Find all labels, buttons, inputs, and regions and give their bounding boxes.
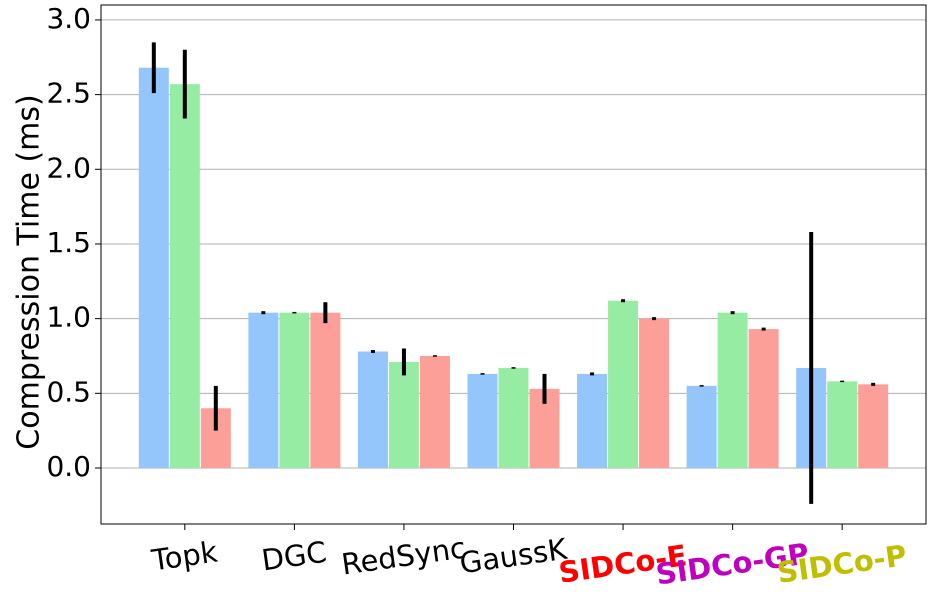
bar bbox=[717, 312, 748, 468]
bar bbox=[279, 312, 310, 468]
x-tick-label: DGC bbox=[260, 535, 329, 578]
plot-frame bbox=[100, 4, 927, 525]
bar bbox=[310, 312, 341, 468]
bar bbox=[827, 381, 858, 468]
bar bbox=[498, 367, 529, 468]
bar bbox=[419, 355, 450, 468]
bar bbox=[357, 351, 388, 468]
y-axis-label: Compression Time (ms) bbox=[12, 94, 47, 449]
x-tick-label: GaussK bbox=[457, 532, 570, 581]
y-tick-label: 1.5 bbox=[46, 226, 91, 259]
bar bbox=[608, 300, 639, 468]
bar bbox=[169, 84, 200, 468]
x-tick-label: Topk bbox=[149, 535, 220, 578]
bar bbox=[639, 318, 670, 468]
y-tick-label: 2.5 bbox=[46, 77, 91, 110]
bar bbox=[748, 329, 779, 468]
bar bbox=[248, 312, 279, 468]
y-tick-label: 0.5 bbox=[46, 375, 91, 408]
bar bbox=[858, 384, 889, 468]
bar bbox=[467, 373, 498, 468]
bar bbox=[138, 67, 169, 468]
bar bbox=[577, 373, 608, 468]
bar bbox=[388, 361, 419, 468]
x-tick-label: RedSync bbox=[339, 530, 468, 581]
y-tick-label: 2.0 bbox=[46, 151, 91, 184]
y-tick-label: 3.0 bbox=[46, 2, 91, 35]
y-tick-label: 1.0 bbox=[46, 301, 91, 334]
bar bbox=[686, 385, 717, 468]
y-tick-label: 0.0 bbox=[46, 450, 91, 483]
